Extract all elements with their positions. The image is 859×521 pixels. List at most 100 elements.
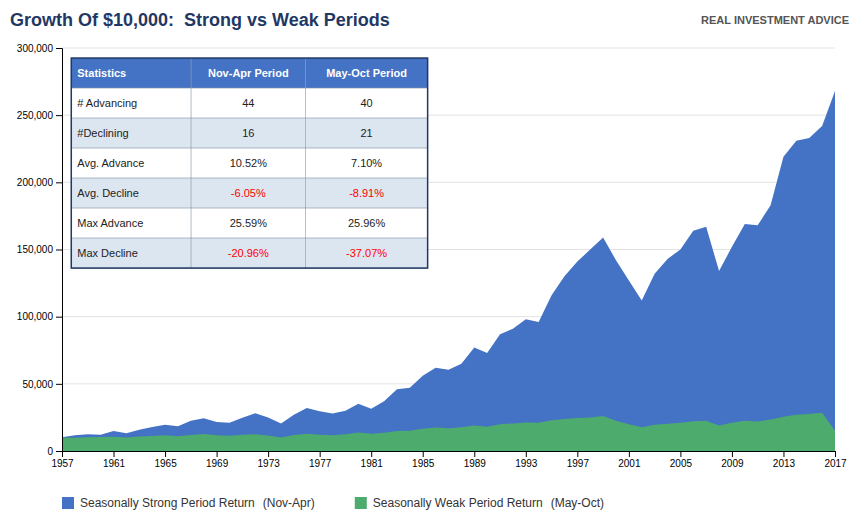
table-text: 10.52% [230,157,268,169]
table-text: -20.96% [228,247,269,259]
table-text: 40 [360,97,372,109]
x-tick: 2001 [618,451,641,469]
table-cell [71,148,191,178]
tick-label: 2005 [670,458,693,469]
y-tick: 0 [47,446,62,457]
table-text: 16 [242,127,254,139]
legend-label: Seasonally Strong Period Return [80,496,255,510]
tick-mark [474,451,475,457]
table-cell [71,238,191,268]
tick-mark [56,451,62,452]
x-tick: 1981 [361,451,384,469]
tick-mark [783,451,784,457]
tick-mark [680,451,681,457]
table-cell [191,148,305,178]
tick-mark [371,451,372,457]
legend: Seasonally Strong Period Return (Nov-Apr)… [62,496,604,510]
table-header-cell [71,58,191,88]
table-text: #Declining [77,127,128,139]
table-header: May-Oct Period [326,67,407,79]
table-header: Statistics [77,67,126,79]
tick-label: 1969 [206,458,229,469]
table-cell [71,208,191,238]
tick-label: 200,000 [17,177,54,188]
tick-label: 0 [47,446,53,457]
y-tick: 250,000 [17,110,62,121]
table-header-cell [191,58,305,88]
table-text: -37.07% [346,247,387,259]
table-cell [191,178,305,208]
axis-line [56,49,63,452]
table-text: Avg. Decline [77,187,139,199]
table-text: 7.10% [351,157,382,169]
x-tick: 1997 [567,451,590,469]
x-tick: 1973 [258,451,281,469]
tick-mark [732,451,733,457]
y-tick: 150,000 [17,244,62,255]
tick-label: 1957 [51,458,74,469]
legend-swatch [355,497,367,509]
y-tick: 50,000 [22,379,62,390]
annotation: REAL INVESTMENT ADVICE [701,14,849,26]
tick-mark [56,48,62,49]
x-tick: 2009 [721,451,744,469]
tick-label: 150,000 [17,244,54,255]
x-tick: 1977 [309,451,332,469]
x-tick: 2005 [670,451,693,469]
area [62,91,835,451]
y-tick: 200,000 [17,177,62,188]
axis-line [63,452,836,458]
tick-mark [835,451,836,457]
tick-mark [577,451,578,457]
tick-label: 250,000 [17,110,54,121]
x-axis: 1957 1961 1965 1969 1973 1977 1981 1985 1989 1993… [51,451,847,469]
table-cell [305,178,427,208]
x-tick: 2013 [773,451,796,469]
tick-mark [56,115,62,116]
table-text: Max Advance [77,217,143,229]
table-text: 44 [242,97,254,109]
table-border [71,58,427,268]
tick-label: 2001 [618,458,641,469]
table-cell [305,208,427,238]
x-tick: 1961 [103,451,126,469]
x-tick: 1989 [464,451,487,469]
tick-label: 1973 [258,458,281,469]
tick-mark [56,384,62,385]
x-tick: 1965 [154,451,177,469]
tick-label: 1977 [309,458,332,469]
tick-label: 2009 [721,458,744,469]
grid [62,48,835,451]
legend-period: (Nov-Apr) [263,496,315,510]
table-text: 25.59% [230,217,268,229]
legend-period: (May-Oct) [551,496,604,510]
tick-mark [526,451,527,457]
tick-label: 300,000 [17,43,54,54]
tick-label: 1993 [515,458,538,469]
table-text: Avg. Advance [77,157,144,169]
table-cell [305,118,427,148]
table-text: -8.91% [349,187,384,199]
table-cell [305,238,427,268]
tick-label: 2017 [824,458,847,469]
area [62,413,835,451]
tick-mark [629,451,630,457]
table-cell [305,88,427,118]
table-text: 25.96% [348,217,386,229]
table-header-cell [305,58,427,88]
table-header: Nov-Apr Period [208,67,289,79]
table-cell [71,178,191,208]
tick-mark [56,317,62,318]
tick-mark [56,250,62,251]
tick-label: 100,000 [17,311,54,322]
y-axis: 0 50,000 100,000 150,000 200,000 250,000 300,0… [17,43,63,457]
legend-swatch [62,497,74,509]
table-cell [191,88,305,118]
table-cell [71,118,191,148]
tick-mark [165,451,166,457]
tick-label: 1985 [412,458,435,469]
table-cell [191,208,305,238]
x-tick: 1985 [412,451,435,469]
table-text: # Advancing [77,97,137,109]
table-text: Max Decline [77,247,138,259]
